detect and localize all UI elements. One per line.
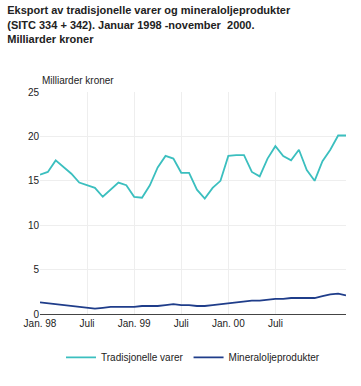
svg-text:Juli: Juli [174, 318, 189, 329]
svg-text:25: 25 [28, 87, 40, 98]
svg-text:Eksport av tradisjonelle varer: Eksport av tradisjonelle varer og minera… [7, 4, 291, 45]
svg-text:Jan. 00: Jan. 00 [212, 318, 245, 329]
svg-text:Milliarder kroner: Milliarder kroner [42, 75, 114, 86]
svg-text:20: 20 [28, 131, 40, 142]
svg-text:10: 10 [28, 220, 40, 231]
svg-text:0: 0 [33, 309, 39, 320]
svg-text:Jan. 99: Jan. 99 [118, 318, 151, 329]
svg-text:Mineraloljeprodukter: Mineraloljeprodukter [229, 352, 320, 363]
svg-text:Juli: Juli [80, 318, 95, 329]
svg-text:Juli: Juli [268, 318, 283, 329]
svg-text:Tradisjonelle varer: Tradisjonelle varer [101, 352, 184, 363]
svg-text:15: 15 [28, 175, 40, 186]
svg-text:5: 5 [33, 264, 39, 275]
svg-text:Jan. 98: Jan. 98 [24, 318, 57, 329]
